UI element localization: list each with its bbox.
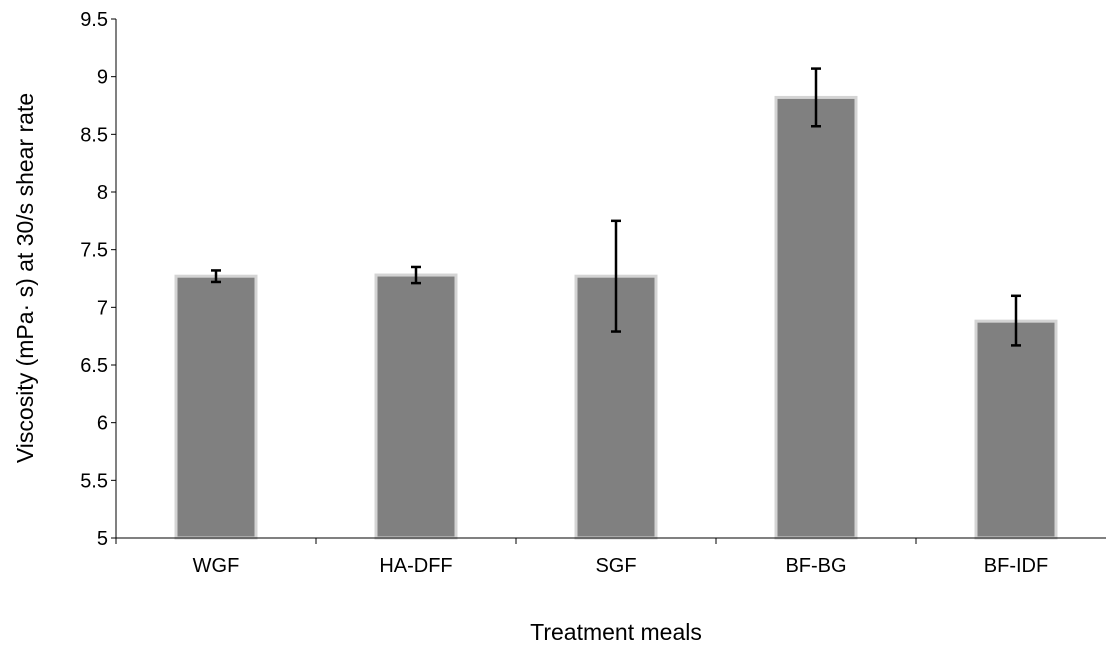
bar-ha-dff <box>374 273 458 540</box>
x-axis-title: Treatment meals <box>530 619 702 645</box>
x-tick-label: SGF <box>595 555 636 577</box>
y-tick-label: 6 <box>97 413 108 435</box>
y-tick-label: 7.5 <box>80 240 108 262</box>
error-bar-bf-bg <box>811 67 821 128</box>
bar-wgf <box>174 274 258 540</box>
y-tick-label: 6.5 <box>80 355 108 377</box>
error-bar-bf-idf <box>1011 294 1021 347</box>
y-tick-label: 7 <box>97 297 108 319</box>
y-axis-ticks: 5 5.5 6 6.5 7 7.5 8 8.5 9 9.5 <box>80 9 116 550</box>
y-tick-label: 9.5 <box>80 9 108 31</box>
x-axis-ticks: WGF HA-DFF SGF BF-BG BF-IDF <box>115 538 1048 577</box>
bar-bf-bg <box>774 95 858 540</box>
error-bar-wgf <box>211 269 221 284</box>
y-tick-label: 8.5 <box>80 124 108 146</box>
error-bar-ha-dff <box>411 265 421 285</box>
y-tick-label: 5 <box>97 528 108 550</box>
x-tick-label: BF-BG <box>785 555 846 577</box>
x-tick-label: WGF <box>193 555 240 577</box>
bar-bf-idf <box>974 319 1058 540</box>
x-tick-label: HA-DFF <box>379 555 452 577</box>
y-axis-title: Viscosity (mPa· s) at 30/s shear rate <box>12 93 38 463</box>
y-tick-label: 8 <box>97 182 108 204</box>
error-bars <box>211 67 1021 347</box>
y-tick-label: 5.5 <box>80 470 108 492</box>
plot-area: 5 5.5 6 6.5 7 7.5 8 8.5 9 9.5 WGF HA-DFF SGF BF-BG BF… <box>80 9 1106 577</box>
error-bar-sgf <box>611 219 621 333</box>
y-tick-label: 9 <box>97 67 108 89</box>
x-tick-label: BF-IDF <box>984 555 1048 577</box>
